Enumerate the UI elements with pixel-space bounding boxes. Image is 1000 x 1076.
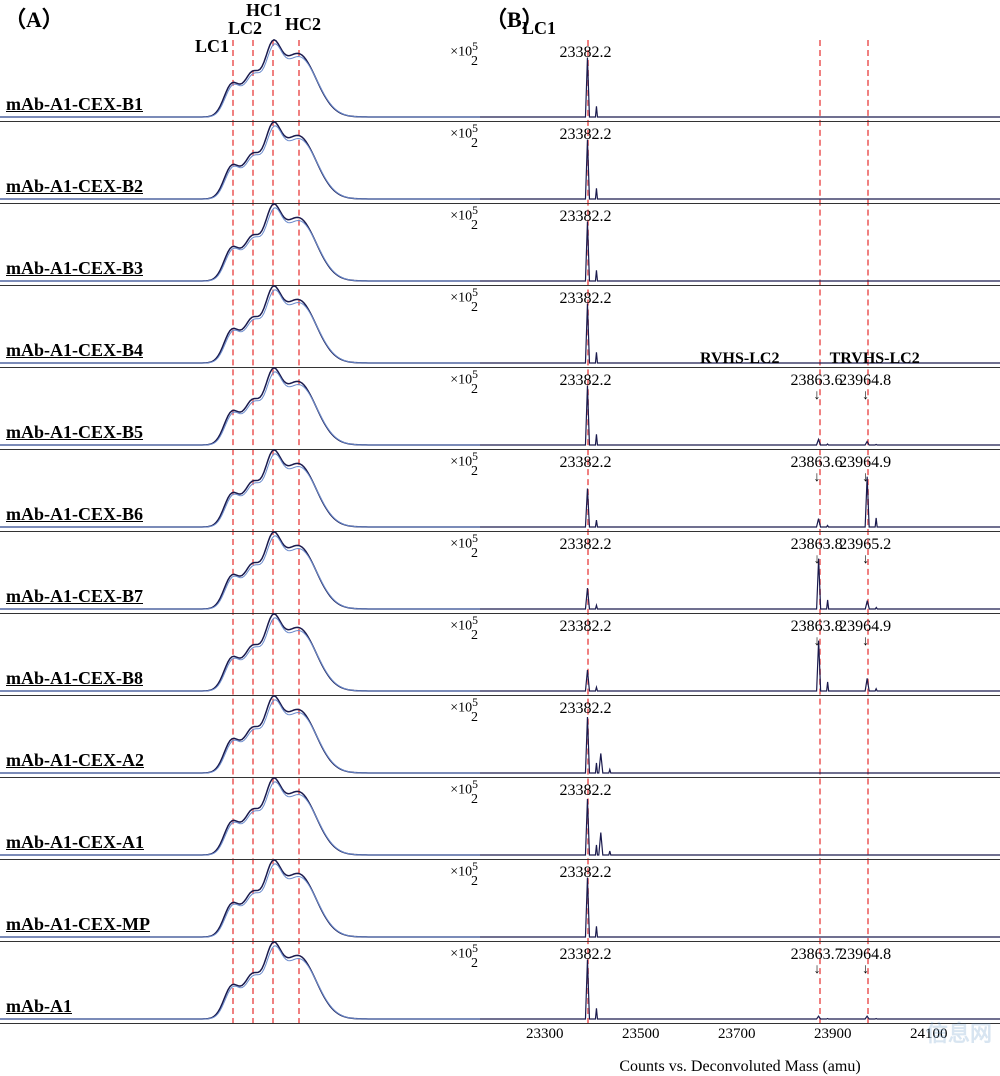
spectrum-row-a: mAb-A1-CEX-B7×1052 xyxy=(0,532,480,614)
spectrum-row-a: mAb-A1-CEX-B3×1052 xyxy=(0,204,480,286)
spectrum-row-b: 23382.223863.6↓23964.8↓RVHS-LC2TRVHS-LC2 xyxy=(480,368,1000,450)
chromatogram-trace xyxy=(0,367,480,449)
spectrum-row-a: mAb-A1-CEX-B1×1052 xyxy=(0,40,480,122)
spectrum-row-a: mAb-A1-CEX-B2×1052 xyxy=(0,122,480,204)
spectrum-row-b: 23382.2 xyxy=(480,860,1000,942)
mass-spectrum-trace xyxy=(480,613,1000,695)
mass-spectrum-trace xyxy=(480,449,1000,531)
arrow-down-icon: ↓ xyxy=(814,634,821,650)
arrow-down-icon: ↓ xyxy=(862,552,869,568)
spectrum-row-b: 23382.223863.7↓23964.8↓ xyxy=(480,942,1000,1024)
peak-mass-label: 23382.2 xyxy=(559,290,611,308)
spectrum-row-b: 23382.2 xyxy=(480,204,1000,286)
chromatogram-trace xyxy=(0,449,480,531)
chromatogram-trace xyxy=(0,859,480,941)
arrow-down-icon: ↓ xyxy=(862,634,869,650)
chromatogram-trace xyxy=(0,39,480,121)
chromatogram-trace xyxy=(0,941,480,1023)
chromatogram-trace xyxy=(0,777,480,859)
peak-mass-label: 23382.2 xyxy=(559,536,611,554)
mass-spectrum-trace xyxy=(480,531,1000,613)
arrow-down-icon: ↓ xyxy=(862,962,869,978)
x-tick-label: 23700 xyxy=(718,1026,756,1043)
spectrum-row-a: mAb-A1-CEX-B6×1052 xyxy=(0,450,480,532)
spectrum-row-b: 23382.2 xyxy=(480,778,1000,860)
mass-spectrum-trace xyxy=(480,121,1000,203)
spectrum-row-a: mAb-A1-CEX-B4×1052 xyxy=(0,286,480,368)
spectrum-row-b: 23382.223863.8↓23965.2↓ xyxy=(480,532,1000,614)
spectrum-row-b: 23382.223863.8↓23964.9↓ xyxy=(480,614,1000,696)
watermark: 信息网 xyxy=(926,1016,992,1048)
peak-mass-label: 23382.2 xyxy=(559,208,611,226)
xaxis-b: 2330023500237002390024100 xyxy=(480,1024,1000,1054)
peak-mass-label: 23382.2 xyxy=(559,864,611,882)
x-tick-label: 23300 xyxy=(526,1026,564,1043)
figure-container: （A） （B） HC1LC2LC1HC2 mAb-A1-CEX-B1×1052m… xyxy=(0,0,1000,1076)
peak-mass-label: 23382.2 xyxy=(559,126,611,144)
chromatogram-trace xyxy=(0,531,480,613)
arrow-down-icon: ↓ xyxy=(814,470,821,486)
spectrum-row-a: mAb-A1-CEX-A1×1052 xyxy=(0,778,480,860)
peak-mass-label: 23382.2 xyxy=(559,44,611,62)
spectrum-row-a: mAb-A1-CEX-A2×1052 xyxy=(0,696,480,778)
column-a: HC1LC2LC1HC2 mAb-A1-CEX-B1×1052mAb-A1-CE… xyxy=(0,0,480,1076)
chromatogram-trace xyxy=(0,121,480,203)
col-a-header-label: HC2 xyxy=(285,14,321,35)
spectrum-row-b: 23382.2 xyxy=(480,696,1000,778)
x-tick-label: 23900 xyxy=(814,1026,852,1043)
spectrum-row-a: mAb-A1-CEX-B5×1052 xyxy=(0,368,480,450)
chromatogram-trace xyxy=(0,203,480,285)
species-annotation: RVHS-LC2 xyxy=(700,350,779,368)
mass-spectrum-trace xyxy=(480,859,1000,941)
mass-spectrum-trace xyxy=(480,39,1000,121)
peak-mass-label: 23382.2 xyxy=(559,454,611,472)
peak-mass-label: 23382.2 xyxy=(559,782,611,800)
spectrum-row-b: 23382.2 xyxy=(480,122,1000,204)
spectrum-row-b: 23382.223863.6↓23964.9↓ xyxy=(480,450,1000,532)
chromatogram-trace xyxy=(0,613,480,695)
column-b: LC1 23382.223382.223382.223382.223382.22… xyxy=(480,0,1000,1076)
arrow-down-icon: ↓ xyxy=(814,388,821,404)
col-a-header-label: LC2 xyxy=(228,18,262,39)
panels-wrapper: HC1LC2LC1HC2 mAb-A1-CEX-B1×1052mAb-A1-CE… xyxy=(0,0,1000,1076)
mass-spectrum-trace xyxy=(480,777,1000,859)
peak-mass-label: 23382.2 xyxy=(559,618,611,636)
mass-spectrum-trace xyxy=(480,695,1000,777)
arrow-down-icon: ↓ xyxy=(814,962,821,978)
col-b-header-label: LC1 xyxy=(522,18,556,39)
x-tick-label: 23500 xyxy=(622,1026,660,1043)
chromatogram-trace xyxy=(0,285,480,367)
mass-spectrum-trace xyxy=(480,941,1000,1023)
xaxis-b-title: Counts vs. Deconvoluted Mass (amu) xyxy=(480,1054,1000,1076)
arrow-down-icon: ↓ xyxy=(814,552,821,568)
spectrum-row-a: mAb-A1-CEX-B8×1052 xyxy=(0,614,480,696)
peak-mass-label: 23382.2 xyxy=(559,946,611,964)
arrow-down-icon: ↓ xyxy=(862,470,869,486)
mass-spectrum-trace xyxy=(480,367,1000,449)
peak-mass-label: 23382.2 xyxy=(559,700,611,718)
species-annotation: TRVHS-LC2 xyxy=(830,350,920,368)
peak-mass-label: 23382.2 xyxy=(559,372,611,390)
spectrum-row-a: mAb-A1×1052 xyxy=(0,942,480,1024)
mass-spectrum-trace xyxy=(480,203,1000,285)
chromatogram-trace xyxy=(0,695,480,777)
xaxis-a xyxy=(0,1024,480,1054)
spectrum-row-a: mAb-A1-CEX-MP×1052 xyxy=(0,860,480,942)
arrow-down-icon: ↓ xyxy=(862,388,869,404)
spectrum-row-b: 23382.2 xyxy=(480,40,1000,122)
